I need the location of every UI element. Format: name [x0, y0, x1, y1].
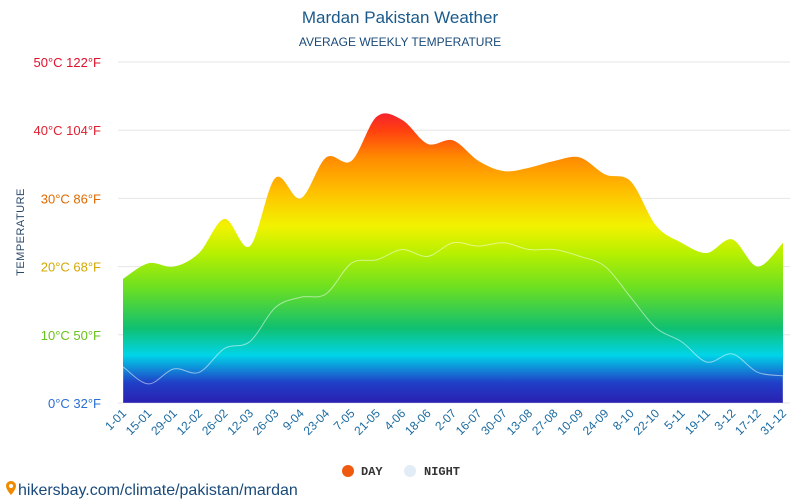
- source-text: hikersbay.com/climate/pakistan/mardan: [18, 482, 298, 499]
- plot-area: [122, 113, 784, 404]
- legend-item-day[interactable]: DAY: [342, 465, 383, 479]
- y-tick-label: 40°C 104°F: [34, 123, 102, 138]
- x-tick-label: 26-03: [250, 406, 282, 438]
- legend-night-marker: [404, 465, 416, 477]
- y-tick-label: 30°C 86°F: [41, 191, 101, 206]
- chart-subtitle: AVERAGE WEEKLY TEMPERATURE: [299, 35, 501, 49]
- y-tick-label: 0°C 32°F: [48, 396, 101, 411]
- x-tick-label: 17-12: [732, 406, 764, 438]
- x-tick-label: 10-09: [554, 406, 586, 438]
- map-pin-icon: [6, 481, 16, 495]
- x-tick-label: 16-07: [453, 406, 485, 438]
- x-tick-label: 18-06: [402, 406, 434, 438]
- x-tick-label: 13-08: [504, 406, 536, 438]
- x-tick-label: 12-02: [174, 406, 206, 438]
- x-tick-label: 27-08: [529, 406, 561, 438]
- x-tick-label: 30-07: [478, 406, 510, 438]
- chart-title: Mardan Pakistan Weather: [302, 8, 499, 27]
- legend-day-marker: [342, 465, 354, 477]
- x-tick-label: 15-01: [123, 406, 155, 438]
- x-tick-label: 26-02: [199, 406, 231, 438]
- legend-day-label: DAY: [361, 465, 383, 479]
- y-tick-label: 10°C 50°F: [41, 328, 101, 343]
- x-tick-label: 19-11: [682, 406, 713, 437]
- x-axis-ticks: 1-0115-0129-0112-0226-0212-0326-039-0423…: [102, 406, 789, 438]
- legend-night-label: NIGHT: [424, 465, 460, 479]
- y-tick-label: 20°C 68°F: [41, 260, 101, 275]
- x-tick-label: 23-04: [301, 406, 333, 438]
- night-series-line: [122, 241, 784, 385]
- x-tick-label: 29-01: [148, 406, 180, 438]
- x-tick-label: 24-09: [580, 406, 612, 438]
- y-axis-label: TEMPERATURE: [15, 188, 27, 276]
- x-tick-label: 31-12: [758, 406, 790, 438]
- y-axis-ticks: 0°C 32°F 10°C 50°F 20°C 68°F 30°C 86°F 40°C …: [34, 55, 102, 411]
- x-tick-label: 21-05: [351, 406, 383, 438]
- y-tick-label: 50°C 122°F: [34, 55, 102, 70]
- x-tick-label: 22-10: [631, 406, 663, 438]
- x-tick-label: 12-03: [224, 406, 256, 438]
- legend-item-night[interactable]: NIGHT: [404, 465, 460, 479]
- night-temperature-area: [122, 241, 784, 404]
- source-link[interactable]: hikersbay.com/climate/pakistan/mardan: [6, 481, 298, 499]
- legend: DAY NIGHT: [342, 465, 460, 479]
